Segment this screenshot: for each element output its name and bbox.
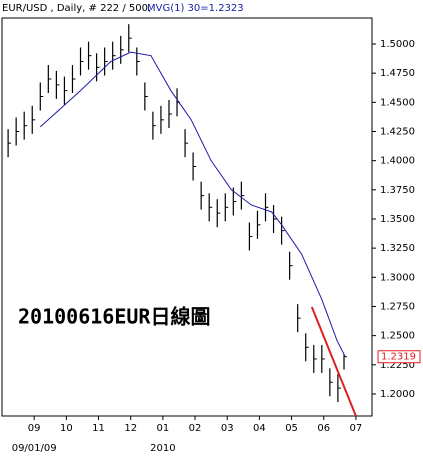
y-tick-label: 1.2000 <box>380 389 415 400</box>
trend-line <box>310 306 357 417</box>
x-tick-label: 06 <box>317 423 330 434</box>
x-tick-label: 03 <box>221 423 234 434</box>
last-price-label: 1.2319 <box>381 352 416 363</box>
y-tick-label: 1.2500 <box>380 331 415 342</box>
plot-frame <box>1 17 373 417</box>
annotation: 20100616EUR日線圖 <box>18 305 210 329</box>
indicator-label: MVG(1) 30=1.2323 <box>147 3 244 14</box>
x-tick-label: 10 <box>60 423 73 434</box>
y-tick-label: 1.4250 <box>380 126 415 137</box>
x-tick-label: 01 <box>157 423 170 434</box>
y-tick-label: 1.4500 <box>380 97 415 108</box>
x-tick-label: 05 <box>285 423 298 434</box>
y-tick-label: 1.5000 <box>380 39 415 50</box>
x-date-label: 2010 <box>150 443 175 454</box>
y-tick-label: 1.3500 <box>380 214 415 225</box>
y-tick-label: 1.2250 <box>380 360 415 371</box>
y-tick-label: 1.2750 <box>380 301 415 312</box>
y-tick-label: 1.4000 <box>380 156 415 167</box>
y-tick-label: 1.3000 <box>380 272 415 283</box>
x-tick-label: 09 <box>28 423 41 434</box>
y-tick-label: 1.3750 <box>380 185 415 196</box>
x-tick-label: 07 <box>350 423 363 434</box>
chart-title: EUR/USD , Daily, # 222 / 500, <box>2 3 154 14</box>
x-tick-label: 11 <box>92 423 105 434</box>
x-tick-label: 04 <box>253 423 266 434</box>
last-price-box <box>377 350 421 364</box>
x-date-label: 09/01/09 <box>12 443 57 454</box>
moving-average <box>39 51 346 357</box>
y-tick-label: 1.3250 <box>380 243 415 254</box>
x-tick-label: 02 <box>189 423 202 434</box>
x-tick-label: 12 <box>124 423 137 434</box>
y-tick-label: 1.4750 <box>380 68 415 79</box>
